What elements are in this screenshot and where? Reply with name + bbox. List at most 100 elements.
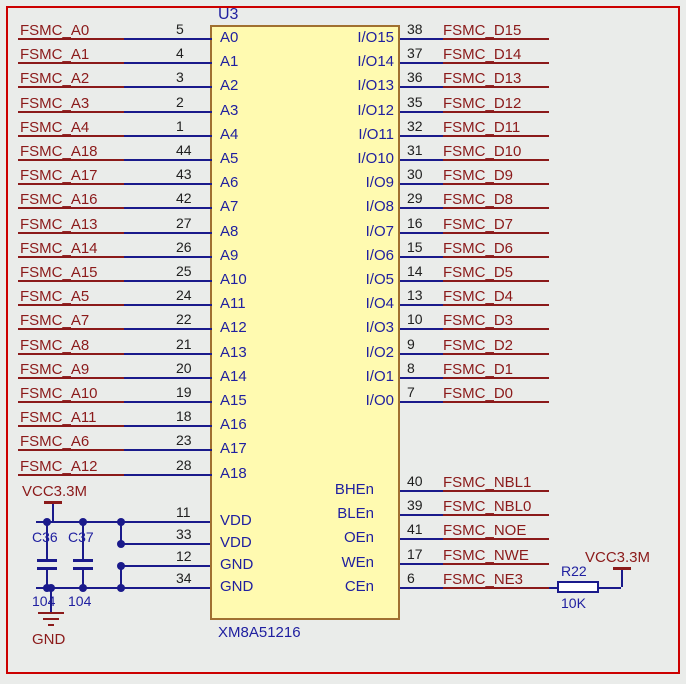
pinlabel-A5: A5 bbox=[220, 150, 238, 167]
pinnum-36: 36 bbox=[407, 69, 423, 85]
net-FSMC_NBL0: FSMC_NBL0 bbox=[443, 498, 531, 515]
pinnum-10: 10 bbox=[407, 311, 423, 327]
wire-right-10 bbox=[400, 280, 443, 282]
pinlabel-A15: A15 bbox=[220, 392, 247, 409]
cap-val-C37: 104 bbox=[68, 593, 91, 609]
net-FSMC_A3: FSMC_A3 bbox=[20, 95, 89, 112]
pinlabel-I/O11: I/O11 bbox=[336, 126, 394, 143]
wire-left-4 bbox=[124, 135, 212, 137]
wire-right-1 bbox=[400, 62, 443, 64]
pinnum-34: 34 bbox=[176, 570, 192, 586]
net-FSMC_NWE: FSMC_NWE bbox=[443, 547, 529, 564]
wire-ctrl-0 bbox=[400, 490, 443, 492]
wire-ctrl-2 bbox=[400, 538, 443, 540]
pinnum-5: 5 bbox=[176, 21, 184, 37]
resistor bbox=[557, 581, 599, 593]
pinlabel-I/O8: I/O8 bbox=[336, 198, 394, 215]
chip-name: XM8A51216 bbox=[218, 624, 301, 641]
pinlabel-A11: A11 bbox=[220, 295, 246, 312]
pinlabel-pwr-3: GND bbox=[220, 578, 253, 595]
pinlabel-A4: A4 bbox=[220, 126, 238, 143]
pinlabel-pwr-1: VDD bbox=[220, 534, 252, 551]
pinlabel-A1: A1 bbox=[220, 53, 238, 70]
pinlabel-A8: A8 bbox=[220, 223, 238, 240]
wire-right-0 bbox=[400, 38, 443, 40]
gnd-label: GND bbox=[32, 631, 65, 648]
pinlabel-BLEn: BLEn bbox=[316, 505, 374, 522]
pinlabel-A13: A13 bbox=[220, 344, 247, 361]
net-FSMC_D1: FSMC_D1 bbox=[443, 361, 513, 378]
net-FSMC_D9: FSMC_D9 bbox=[443, 167, 513, 184]
pinnum-38: 38 bbox=[407, 21, 423, 37]
pinnum-44: 44 bbox=[176, 142, 192, 158]
vcc-right: VCC3.3M bbox=[585, 549, 650, 566]
net-FSMC_A7: FSMC_A7 bbox=[20, 312, 89, 329]
net-FSMC_A15: FSMC_A15 bbox=[20, 264, 98, 281]
pinnum-20: 20 bbox=[176, 360, 192, 376]
net-FSMC_A6: FSMC_A6 bbox=[20, 433, 89, 450]
pinnum-25: 25 bbox=[176, 263, 192, 279]
pinnum-41: 41 bbox=[407, 521, 423, 537]
wire-left-0 bbox=[124, 38, 212, 40]
pinlabel-A14: A14 bbox=[220, 368, 247, 385]
pinlabel-I/O10: I/O10 bbox=[336, 150, 394, 167]
pinlabel-I/O7: I/O7 bbox=[336, 223, 394, 240]
pinlabel-I/O3: I/O3 bbox=[336, 319, 394, 336]
pinnum-42: 42 bbox=[176, 190, 192, 206]
pinlabel-I/O1: I/O1 bbox=[336, 368, 394, 385]
wire-left-6 bbox=[124, 183, 212, 185]
pinnum-31: 31 bbox=[407, 142, 423, 158]
net-FSMC_NE3: FSMC_NE3 bbox=[443, 571, 523, 588]
pinlabel-A18: A18 bbox=[220, 465, 247, 482]
wire-left-7 bbox=[124, 207, 212, 209]
net-FSMC_D2: FSMC_D2 bbox=[443, 337, 513, 354]
pinnum-29: 29 bbox=[407, 190, 423, 206]
net-FSMC_A11: FSMC_A11 bbox=[20, 409, 96, 426]
wire-right-11 bbox=[400, 304, 443, 306]
pinlabel-A9: A9 bbox=[220, 247, 238, 264]
pinlabel-I/O12: I/O12 bbox=[336, 102, 394, 119]
pinnum-4: 4 bbox=[176, 45, 184, 61]
wire-right-9 bbox=[400, 256, 443, 258]
wire-left-11 bbox=[124, 304, 212, 306]
pinlabel-OEn: OEn bbox=[316, 529, 374, 546]
pinnum-11: 11 bbox=[176, 504, 191, 520]
pinnum-30: 30 bbox=[407, 166, 423, 182]
pinnum-19: 19 bbox=[176, 384, 192, 400]
wire-pwr-0 bbox=[120, 521, 210, 523]
pinlabel-pwr-0: VDD bbox=[220, 512, 252, 529]
wire-right-12 bbox=[400, 328, 443, 330]
net-FSMC_D13: FSMC_D13 bbox=[443, 70, 521, 87]
pinnum-6: 6 bbox=[407, 570, 415, 586]
net-FSMC_A12: FSMC_A12 bbox=[20, 458, 98, 475]
res-ref: R22 bbox=[561, 563, 587, 579]
net-FSMC_D14: FSMC_D14 bbox=[443, 46, 521, 63]
pinnum-7: 7 bbox=[407, 384, 415, 400]
pinnum-3: 3 bbox=[176, 69, 184, 85]
net-FSMC_D0: FSMC_D0 bbox=[443, 385, 513, 402]
pinlabel-A17: A17 bbox=[220, 440, 247, 457]
net-FSMC_D15: FSMC_D15 bbox=[443, 22, 521, 39]
vcc-left: VCC3.3M bbox=[22, 483, 87, 500]
pinnum-22: 22 bbox=[176, 311, 192, 327]
pinlabel-I/O6: I/O6 bbox=[336, 247, 394, 264]
pinnum-12: 12 bbox=[176, 548, 192, 564]
wire-right-4 bbox=[400, 135, 443, 137]
pinlabel-A16: A16 bbox=[220, 416, 247, 433]
wire-right-14 bbox=[400, 377, 443, 379]
wire-left-9 bbox=[124, 256, 212, 258]
pinnum-18: 18 bbox=[176, 408, 192, 424]
pinlabel-I/O14: I/O14 bbox=[336, 53, 394, 70]
net-FSMC_D7: FSMC_D7 bbox=[443, 216, 513, 233]
wire-left-12 bbox=[124, 328, 212, 330]
wire-left-3 bbox=[124, 111, 212, 113]
pinnum-40: 40 bbox=[407, 473, 423, 489]
net-FSMC_A14: FSMC_A14 bbox=[20, 240, 98, 257]
wire-left-1 bbox=[124, 62, 212, 64]
net-FSMC_A17: FSMC_A17 bbox=[20, 167, 98, 184]
pinnum-13: 13 bbox=[407, 287, 423, 303]
net-FSMC_A4: FSMC_A4 bbox=[20, 119, 89, 136]
pinlabel-pwr-2: GND bbox=[220, 556, 253, 573]
net-FSMC_D5: FSMC_D5 bbox=[443, 264, 513, 281]
wire-left-17 bbox=[124, 449, 212, 451]
